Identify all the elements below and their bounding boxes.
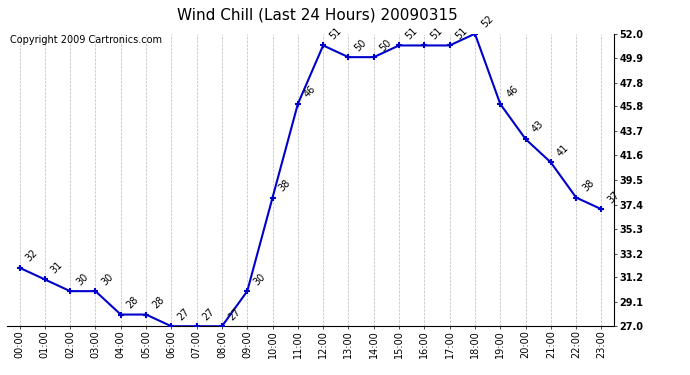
Text: 28: 28 [125, 294, 141, 310]
Text: 28: 28 [150, 294, 166, 310]
Text: 51: 51 [454, 26, 470, 41]
Text: 51: 51 [327, 26, 343, 41]
Text: Wind Chill (Last 24 Hours) 20090315: Wind Chill (Last 24 Hours) 20090315 [177, 8, 457, 22]
Text: 50: 50 [378, 37, 394, 53]
Text: 32: 32 [23, 248, 39, 264]
Text: 41: 41 [555, 142, 571, 158]
Text: 50: 50 [353, 37, 368, 53]
Text: 30: 30 [75, 271, 90, 287]
Text: 52: 52 [479, 13, 495, 30]
Text: 30: 30 [99, 271, 115, 287]
Text: 43: 43 [530, 119, 546, 135]
Text: 27: 27 [175, 306, 191, 322]
Text: 31: 31 [49, 260, 65, 275]
Text: 37: 37 [606, 189, 622, 205]
Text: 38: 38 [277, 178, 293, 194]
Text: 46: 46 [302, 84, 318, 100]
Text: 46: 46 [504, 84, 520, 100]
Text: 51: 51 [428, 26, 444, 41]
Text: Copyright 2009 Cartronics.com: Copyright 2009 Cartronics.com [10, 35, 162, 45]
Text: 38: 38 [580, 178, 596, 194]
Text: 51: 51 [403, 26, 419, 41]
Text: 30: 30 [251, 271, 267, 287]
Text: 27: 27 [226, 306, 242, 322]
Text: 27: 27 [201, 306, 217, 322]
